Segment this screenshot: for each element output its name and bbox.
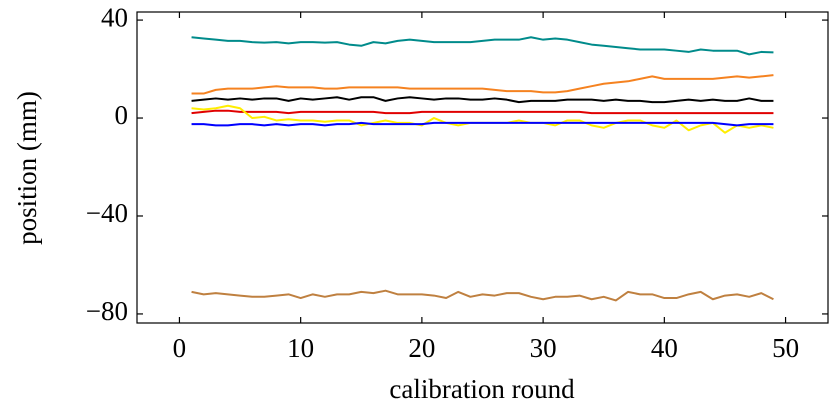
y-tick-label: −40 (86, 198, 128, 228)
data-line (191, 289, 774, 302)
x-tick-label: 20 (408, 333, 435, 363)
data-line (191, 121, 774, 127)
x-tick-label: 10 (287, 333, 314, 363)
y-axis-label: position (mm) (12, 91, 42, 245)
y-tick-label: −80 (86, 296, 128, 326)
x-tick-label: 0 (173, 333, 187, 363)
x-tick-label: 30 (530, 333, 557, 363)
data-line (191, 109, 774, 115)
data-line (191, 104, 774, 134)
x-axis-label: calibration round (389, 374, 575, 404)
data-line (191, 74, 774, 95)
x-tick-label: 40 (651, 333, 678, 363)
x-tick-label: 50 (772, 333, 799, 363)
data-line (191, 36, 774, 56)
data-line (191, 96, 774, 104)
y-tick-label: 0 (115, 100, 129, 130)
y-tick-label: 40 (101, 2, 128, 32)
plot-frame (136, 11, 829, 324)
